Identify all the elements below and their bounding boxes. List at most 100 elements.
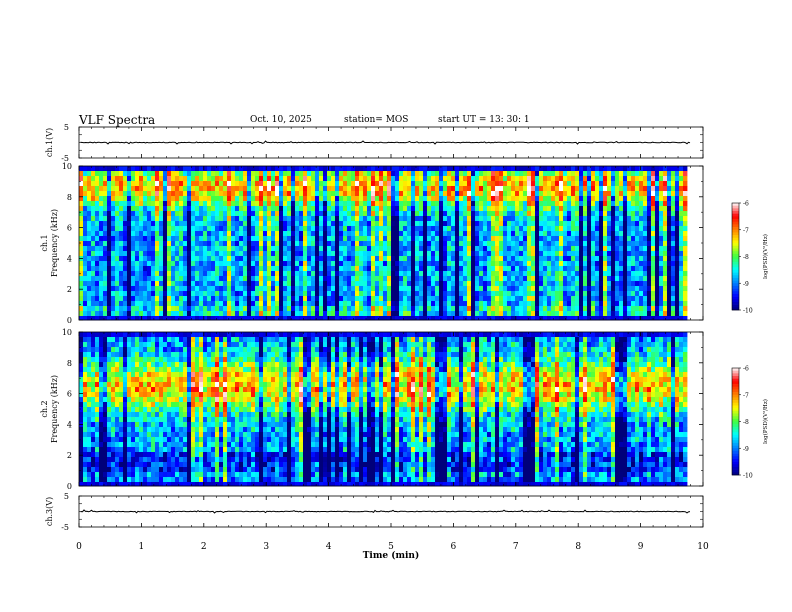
spectrogram-cell [683, 301, 688, 307]
spectrogram-cell [363, 196, 368, 202]
spectrogram-cell [335, 256, 340, 262]
spectrogram-cell [111, 191, 116, 197]
spectrogram-cell [187, 171, 192, 177]
spectrogram-cell [175, 286, 180, 292]
spectrogram-cell [411, 211, 416, 217]
spectrogram-cell [467, 266, 472, 272]
spectrogram-cell [367, 166, 372, 172]
spectrogram-cell [191, 276, 196, 282]
spectrogram-cell [403, 291, 408, 297]
spectrogram-cell [319, 241, 324, 247]
spectrogram-cell [499, 171, 504, 177]
spectrogram-cell [671, 211, 676, 217]
spectrogram-cell [647, 241, 652, 247]
spectrogram-cell [667, 276, 672, 282]
spectrogram-cell [139, 281, 144, 287]
spectrogram-cell [611, 276, 616, 282]
spectrogram-cell [207, 311, 212, 317]
spectrogram-cell [311, 286, 316, 292]
spectrogram-cell [515, 276, 520, 282]
spectrogram-cell [663, 316, 668, 321]
spectrogram-cell [491, 246, 496, 252]
spectrogram-cell [111, 196, 116, 202]
spectrogram-cell [359, 266, 364, 272]
spectrogram-cell [123, 251, 128, 257]
spectrogram-cell [499, 176, 504, 182]
spectrogram-cell [407, 311, 412, 317]
spectrogram-cell [587, 196, 592, 202]
spectrogram-cell [499, 266, 504, 272]
spectrogram-cell [351, 276, 356, 282]
spectrogram-cell [591, 231, 596, 237]
spectrogram-cell [435, 236, 440, 242]
spectrogram-cell [631, 166, 636, 172]
spectrogram-cell [251, 166, 256, 172]
spectrogram-cell [259, 221, 264, 227]
spectrogram-cell [379, 251, 384, 257]
spectrogram-cell [595, 276, 600, 282]
spectrogram-cell [107, 226, 112, 232]
spectrogram-cell [635, 171, 640, 177]
spectrogram-cell [279, 261, 284, 267]
spectrogram-cell [439, 291, 444, 297]
spectrogram-cell [191, 256, 196, 262]
spectrogram-cell [615, 276, 620, 282]
spectrogram-cell [435, 261, 440, 267]
spectrogram-cell [263, 271, 268, 277]
spectrogram-cell [87, 181, 92, 187]
spectrogram-cell [215, 226, 220, 232]
spectrogram-cell [551, 251, 556, 257]
spectrogram-cell [335, 236, 340, 242]
y-tick-label: 5 [64, 123, 69, 132]
spectrogram-cell [451, 286, 456, 292]
spectrogram-cell [607, 226, 612, 232]
spectrogram-cell [407, 211, 412, 217]
spectrogram-cell [167, 216, 172, 222]
spectrogram-cell [603, 306, 608, 312]
spectrogram-cell [583, 216, 588, 222]
spectrogram-cell [295, 211, 300, 217]
spectrogram-cell [319, 261, 324, 267]
spectrogram-cell [307, 166, 312, 172]
spectrogram-cell [343, 191, 348, 197]
spectrogram-cell [203, 191, 208, 197]
spectrogram-cell [139, 271, 144, 277]
spectrogram-cell [683, 281, 688, 287]
spectrogram-cell [403, 266, 408, 272]
spectrogram-cell [347, 246, 352, 252]
spectrogram-cell [611, 316, 616, 321]
spectrogram-cell [659, 191, 664, 197]
spectrogram-cell [111, 261, 116, 267]
spectrogram-cell [495, 236, 500, 242]
spectrogram-cell [583, 306, 588, 312]
spectrogram-cell [483, 181, 488, 187]
spectrogram-cell [607, 201, 612, 207]
spectrogram-cell [571, 271, 576, 277]
spectrogram-cell [427, 301, 432, 307]
spectrogram-cell [523, 281, 528, 287]
spectrogram-cell [579, 246, 584, 252]
spectrogram-cell [671, 176, 676, 182]
spectrogram-cell [683, 271, 688, 277]
spectrogram-cell [607, 221, 612, 227]
spectrogram-cell [663, 181, 668, 187]
spectrogram-cell [187, 226, 192, 232]
spectrogram-cell [175, 191, 180, 197]
spectrogram-cell [651, 256, 656, 262]
spectrogram-cell [159, 286, 164, 292]
spectrogram-cell [479, 276, 484, 282]
colorbar-segment [732, 275, 739, 279]
spectrogram-cell [587, 236, 592, 242]
spectrogram-cell [79, 266, 84, 272]
spectrogram-cell [483, 266, 488, 272]
spectrogram-cell [651, 181, 656, 187]
spectrogram-cell [203, 201, 208, 207]
spectrogram-cell [339, 166, 344, 172]
spectrogram-cell [627, 266, 632, 272]
spectrogram-cell [267, 221, 272, 227]
spectrogram-cell [555, 216, 560, 222]
spectrogram-cell [683, 246, 688, 252]
spectrogram-cell [247, 246, 252, 252]
spectrogram-cell [299, 231, 304, 237]
spectrogram-cell [107, 311, 112, 317]
